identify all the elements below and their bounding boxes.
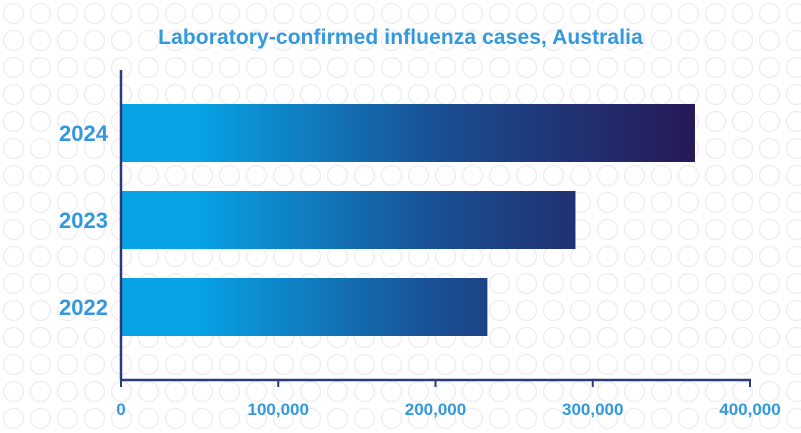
x-tick-label: 200,000 <box>405 400 466 419</box>
x-tick-label: 300,000 <box>562 400 623 419</box>
bar-2024 <box>121 104 695 162</box>
category-label-2024: 2024 <box>59 121 109 146</box>
x-tick-label: 100,000 <box>248 400 309 419</box>
category-label-2023: 2023 <box>59 208 108 233</box>
category-label-2022: 2022 <box>59 295 108 320</box>
bar-2022 <box>121 278 488 336</box>
x-tick-label: 0 <box>116 400 125 419</box>
bar-2023 <box>121 191 576 249</box>
x-tick-label: 400,000 <box>719 400 780 419</box>
chart-title: Laboratory-confirmed influenza cases, Au… <box>158 26 643 49</box>
